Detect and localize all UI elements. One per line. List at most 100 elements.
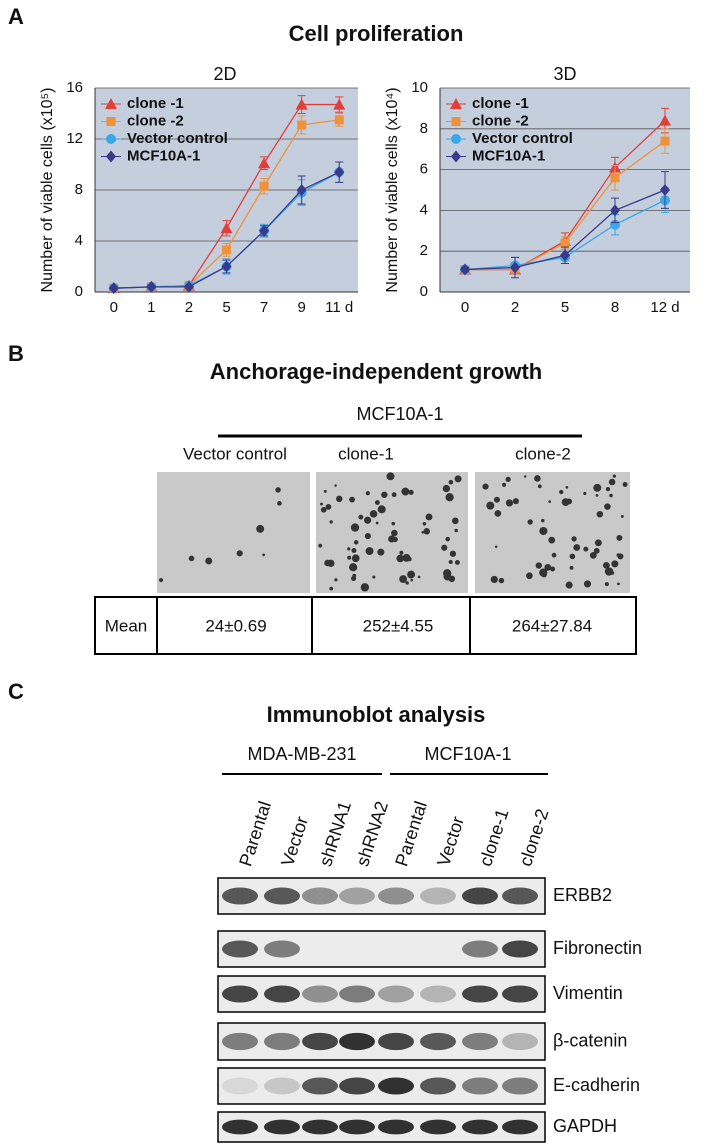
protein-label: E-cadherin (553, 1075, 640, 1095)
y-tick-label: 12 (66, 130, 83, 147)
band (264, 1119, 300, 1135)
colony (352, 573, 357, 578)
colony (275, 487, 281, 493)
colony (454, 475, 462, 483)
protein-label: Vimentin (553, 983, 623, 1003)
colony (494, 545, 498, 549)
band (420, 1032, 456, 1051)
colony (402, 553, 411, 562)
colony (421, 530, 425, 534)
y-tick-label: 2 (420, 242, 428, 259)
y-tick-label: 4 (75, 232, 83, 249)
lane-label: Vector (433, 814, 468, 869)
colony (236, 550, 243, 557)
band (264, 940, 300, 958)
colony (593, 483, 602, 492)
colony (336, 495, 343, 503)
colony (391, 492, 397, 498)
marker (220, 222, 233, 234)
table-cell: 24±0.69 (205, 616, 266, 635)
band (339, 1077, 375, 1095)
legend-label: clone -2 (472, 112, 529, 129)
band (378, 985, 414, 1003)
x-tick-label: 12 d (650, 299, 679, 316)
colony (351, 554, 360, 563)
colony (541, 571, 548, 578)
band (502, 1032, 538, 1051)
y-axis-label: Number of viable cells (x10⁴) (384, 87, 401, 292)
colony (405, 581, 409, 585)
colony (334, 578, 338, 582)
colony (396, 554, 405, 563)
colony (374, 500, 380, 505)
colony (391, 529, 398, 537)
band (264, 1077, 300, 1095)
x-tick-label: 1 (147, 299, 155, 316)
colony (325, 504, 332, 510)
colony (482, 483, 489, 490)
colony (622, 482, 628, 487)
colony (537, 484, 542, 489)
table-cell: 252±4.55 (363, 616, 434, 635)
colony (350, 523, 360, 532)
band (302, 985, 338, 1003)
colony (423, 528, 430, 535)
band (264, 985, 300, 1003)
y-tick-label: 0 (420, 283, 428, 300)
x-tick-label: 9 (297, 299, 305, 316)
marker (510, 261, 520, 274)
band (462, 940, 498, 958)
blots: ERBB2 Fibronectin Vimentin β-catenin E-cadhe… (217, 877, 642, 1143)
lane-label: Parental (391, 799, 431, 869)
colony (256, 524, 265, 533)
x-tick-label: 8 (611, 299, 619, 316)
colony-images (157, 472, 630, 593)
colony (399, 550, 404, 555)
legend-label: clone -1 (127, 95, 184, 112)
protein-label: ERBB2 (553, 885, 612, 905)
colony (448, 575, 456, 583)
chart-title: 3D (553, 64, 576, 84)
marker (334, 166, 345, 179)
colony (441, 544, 448, 551)
colony (442, 569, 452, 578)
colony (539, 526, 548, 536)
colony (401, 487, 410, 496)
colony (329, 520, 333, 524)
colony (349, 496, 355, 503)
marker (108, 282, 119, 295)
band (462, 985, 498, 1003)
colony (399, 575, 408, 583)
colony (365, 491, 370, 496)
colony (573, 544, 581, 551)
legend-label: Vector control (127, 130, 228, 147)
marker (259, 224, 270, 237)
band (339, 887, 375, 905)
band (420, 1077, 456, 1095)
panel-letter: B (8, 341, 24, 366)
colony (391, 521, 396, 526)
y-tick-label: 10 (411, 79, 428, 96)
band (222, 985, 258, 1003)
marker (183, 280, 194, 293)
panel-title: Immunoblot analysis (267, 702, 486, 727)
x-tick-label: 0 (110, 299, 118, 316)
band (378, 887, 414, 905)
colony (610, 571, 615, 575)
colony (565, 581, 573, 589)
colony (320, 506, 327, 513)
colony (548, 536, 556, 544)
group-label: MCF10A-1 (424, 744, 511, 764)
band (502, 940, 538, 958)
colony (320, 502, 323, 506)
x-tick-label: 11 d (325, 299, 353, 316)
colony (318, 543, 323, 548)
colony (347, 555, 352, 560)
marker (610, 173, 620, 183)
group-label: MCF10A-1 (356, 404, 443, 424)
colony (375, 521, 379, 525)
colony (609, 493, 613, 498)
colony (445, 536, 450, 542)
colony (277, 501, 282, 506)
